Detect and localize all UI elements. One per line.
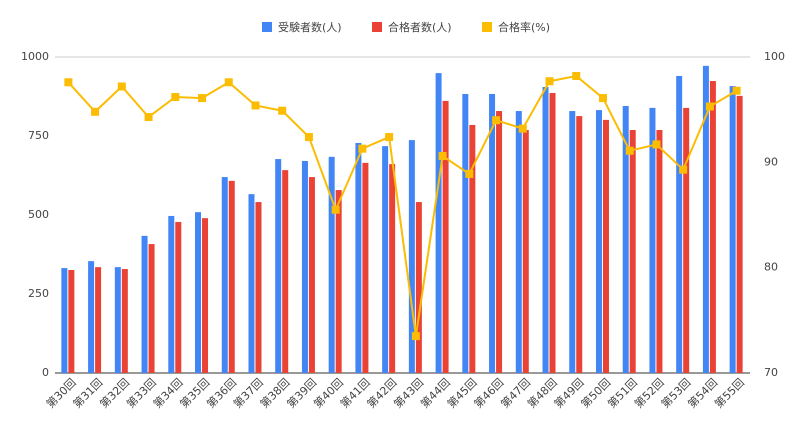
bar — [195, 212, 202, 373]
line-marker — [518, 124, 527, 133]
line-marker — [304, 133, 313, 142]
line-marker — [732, 86, 741, 95]
line-marker — [652, 140, 661, 149]
bar — [496, 111, 503, 373]
bar — [595, 110, 602, 373]
legend-label: 合格者数(人) — [388, 20, 452, 34]
bar — [175, 221, 182, 373]
line-marker — [679, 165, 688, 174]
bar — [355, 142, 362, 373]
bar — [683, 107, 690, 373]
line-marker — [465, 169, 474, 178]
line-marker — [625, 146, 634, 155]
bar — [515, 111, 522, 373]
y2-tick-label: 90 — [764, 155, 778, 168]
bar — [61, 268, 68, 373]
line — [67, 74, 738, 337]
bar — [576, 116, 583, 373]
line-marker — [91, 107, 100, 116]
bar — [221, 177, 228, 373]
line-marker — [385, 133, 394, 142]
legend-swatch — [482, 22, 492, 32]
line-marker — [198, 94, 207, 103]
bar — [469, 124, 476, 373]
bar — [88, 261, 95, 373]
bar — [408, 140, 415, 373]
line-marker — [572, 71, 581, 80]
bar — [168, 215, 175, 373]
bar — [389, 164, 396, 373]
line-marker — [171, 93, 180, 102]
line-marker — [598, 94, 607, 103]
y-tick-label: 750 — [28, 129, 49, 142]
line-marker — [224, 78, 233, 87]
bar — [622, 105, 629, 373]
bar — [489, 93, 496, 374]
bar — [702, 65, 709, 374]
bar — [629, 129, 636, 373]
legend-swatch — [372, 22, 382, 32]
y-tick-label: 1000 — [21, 50, 49, 63]
bar — [442, 100, 449, 373]
line-marker — [144, 113, 153, 122]
line-marker — [278, 106, 287, 115]
x-tick-label: 第55回 — [712, 375, 747, 410]
bar — [602, 119, 609, 373]
bar — [736, 95, 743, 374]
bar — [202, 218, 209, 373]
bar — [328, 156, 335, 373]
y-tick-label: 0 — [42, 366, 49, 379]
line-marker — [251, 101, 260, 110]
y2-tick-label: 80 — [764, 261, 778, 274]
bar — [382, 146, 389, 373]
bar — [148, 244, 155, 373]
y-tick-label: 250 — [28, 287, 49, 300]
bar — [255, 202, 262, 373]
bar — [228, 180, 235, 373]
y2-tick-label: 70 — [764, 366, 778, 379]
legend-label: 受験者数(人) — [278, 20, 342, 34]
bar — [676, 75, 683, 374]
bar — [95, 267, 102, 373]
bar — [542, 87, 549, 374]
line-marker — [64, 78, 73, 87]
line-marker — [438, 152, 447, 161]
bar — [435, 73, 442, 373]
bar — [141, 235, 148, 373]
line-marker — [545, 77, 554, 86]
bar — [522, 129, 529, 373]
bar — [335, 190, 342, 373]
line-marker — [492, 116, 501, 125]
bar — [121, 269, 128, 373]
line-marker — [358, 144, 367, 153]
bar — [362, 162, 369, 373]
bar — [415, 202, 422, 373]
line-marker — [117, 82, 126, 91]
bar — [308, 177, 315, 373]
bar — [656, 129, 663, 373]
bar — [462, 93, 469, 374]
bar — [275, 159, 282, 373]
bar — [248, 194, 255, 373]
bar — [549, 93, 556, 374]
y2-tick-label: 100 — [764, 50, 785, 63]
bar — [569, 111, 576, 373]
legend-label: 合格率(%) — [498, 20, 550, 34]
bar — [282, 170, 289, 373]
line-marker — [411, 332, 420, 341]
bar — [301, 160, 308, 373]
legend-swatch — [262, 22, 272, 32]
line-marker — [331, 205, 340, 214]
y-tick-label: 500 — [28, 208, 49, 221]
line-marker — [705, 102, 714, 111]
bar — [114, 267, 121, 373]
bar — [709, 81, 716, 374]
bar — [729, 86, 736, 374]
bar — [68, 269, 75, 373]
bar — [649, 107, 656, 373]
